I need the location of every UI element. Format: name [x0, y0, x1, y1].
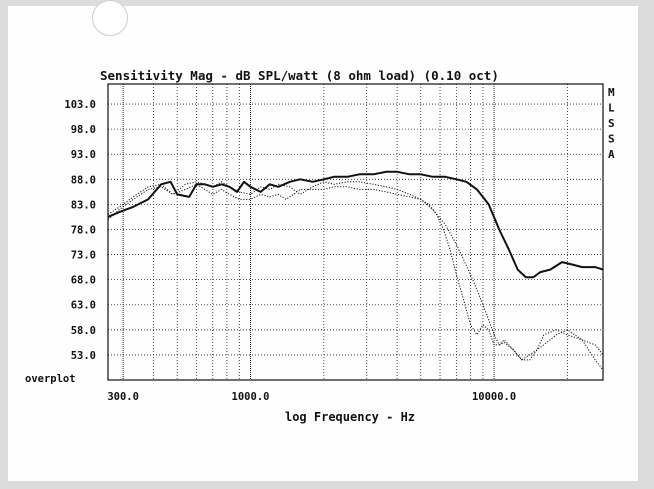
side-label: S	[608, 133, 615, 146]
series-group	[107, 170, 604, 371]
y-tick-label: 93.0	[71, 149, 96, 161]
x-axis-label: log Frequency - Hz	[285, 410, 415, 424]
overplot-label: overplot	[25, 373, 76, 385]
y-tick-label: 78.0	[71, 224, 96, 236]
side-label: L	[608, 102, 615, 115]
y-tick-label: 53.0	[71, 350, 96, 362]
y-tick-label: 68.0	[71, 275, 96, 287]
series-line-2	[107, 181, 604, 371]
punch-hole	[92, 0, 128, 36]
plot-frame	[107, 83, 604, 381]
x-tick-labels: 300.0 1000.0 10000.0	[107, 391, 516, 403]
side-label: M	[608, 86, 615, 99]
x-tick-label: 1000.0	[232, 391, 270, 403]
x-tick-label: 300.0	[107, 391, 139, 403]
grid	[108, 84, 603, 380]
y-tick-label: 103.0	[64, 99, 96, 111]
side-label: S	[608, 117, 615, 130]
y-tick-labels: 53.0 58.0 63.0 68.0 73.0 78.0 83.0 88.0 93.0 98.0…	[64, 99, 96, 362]
series-line-1	[107, 170, 604, 279]
chart-frame	[8, 6, 638, 481]
y-tick-label: 73.0	[71, 250, 96, 262]
x-tick-label: 10000.0	[472, 391, 516, 403]
side-label: A	[608, 148, 615, 161]
y-tick-label: 58.0	[71, 325, 96, 337]
chart-title: Sensitivity Mag - dB SPL/watt (8 ohm loa…	[100, 68, 499, 83]
y-tick-label: 63.0	[71, 300, 96, 312]
y-tick-label: 88.0	[71, 174, 96, 186]
y-tick-label: 98.0	[71, 124, 96, 136]
series-line-3	[107, 183, 604, 361]
y-tick-label: 83.0	[71, 199, 96, 211]
